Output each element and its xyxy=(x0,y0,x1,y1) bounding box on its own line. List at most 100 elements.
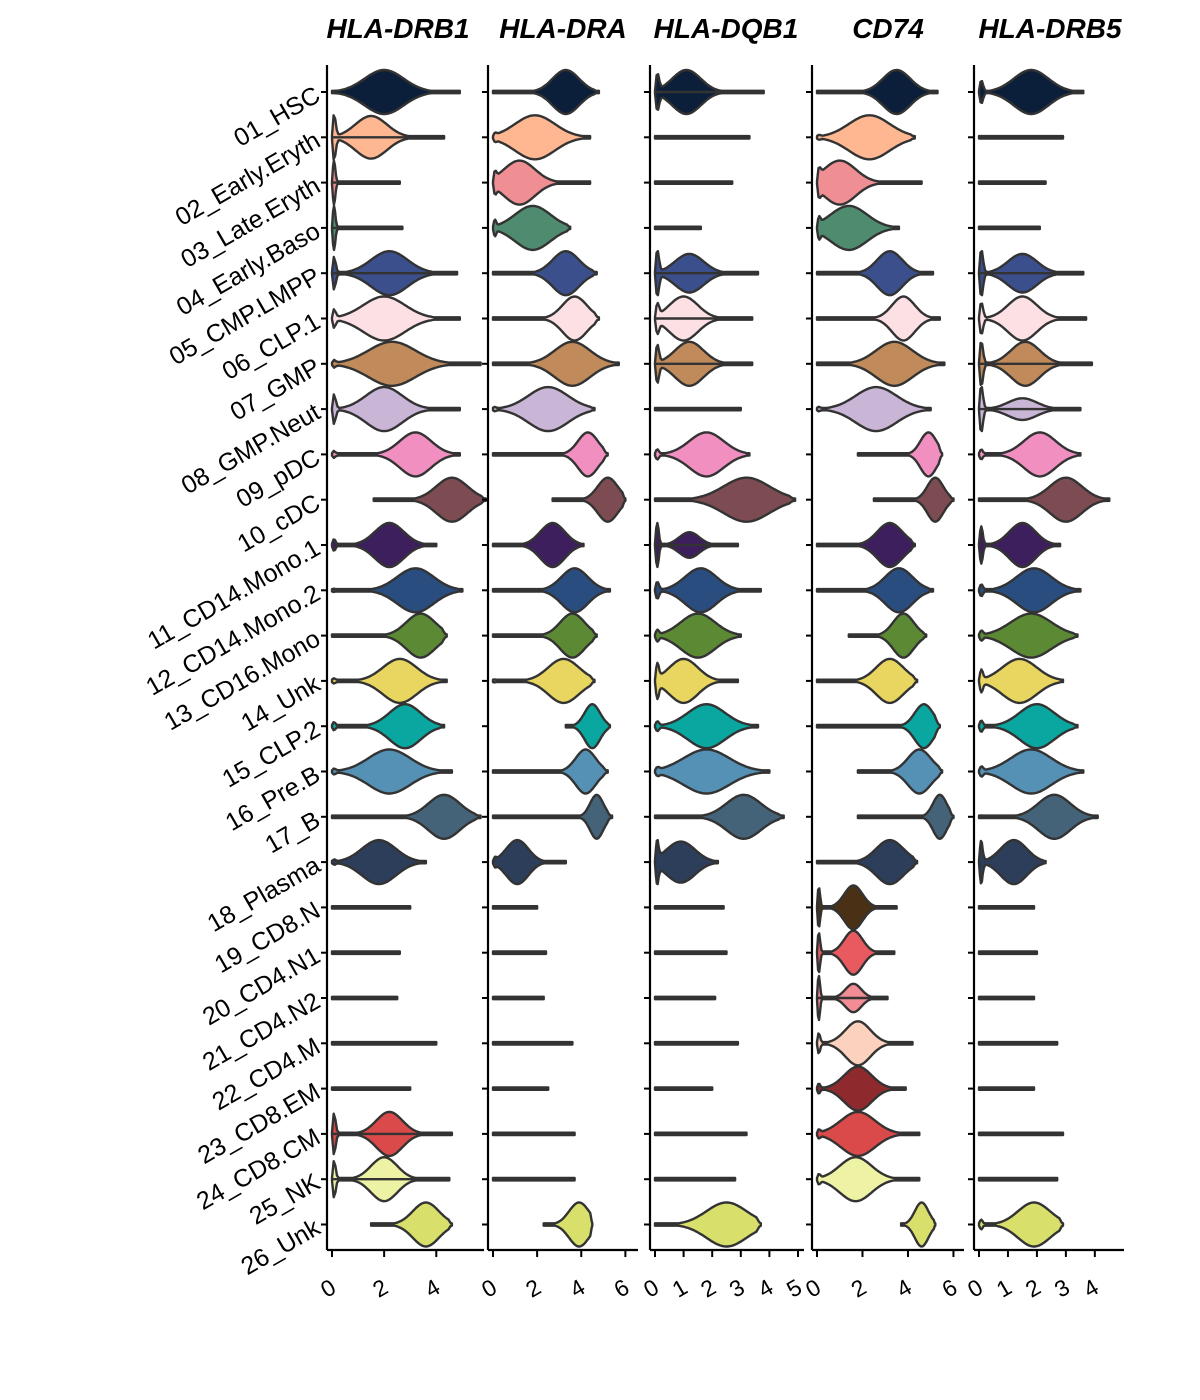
x-tick-label: 0 xyxy=(316,1274,340,1303)
violin-hla-dqb1-02-early-eryth xyxy=(644,134,751,140)
violin-shape xyxy=(815,1156,921,1203)
gene-title-cd74: CD74 xyxy=(852,13,924,44)
violin-shape xyxy=(815,159,923,206)
violin-hla-dqb1-07-gmp xyxy=(644,340,754,387)
violin-cd74-13-cd16-mono xyxy=(806,612,928,659)
violin-shape xyxy=(815,1110,921,1158)
violin-hla-drb1-04-early-baso xyxy=(321,204,404,252)
violin-hla-drb5-11-cd14-mono-1 xyxy=(968,521,1062,569)
violin-shape xyxy=(491,838,567,886)
violin-hla-drb1-01-hsc xyxy=(321,68,461,116)
violin-shape xyxy=(977,476,1111,523)
x-tick-label: 4 xyxy=(420,1274,444,1303)
violin-hla-drb5-09-pdc xyxy=(968,431,1082,478)
violin-cd74-19-cd8-n xyxy=(806,884,898,931)
violin-shape xyxy=(815,929,896,976)
violin-hla-dqb1-21-cd4-n2 xyxy=(644,995,717,1001)
violin-hla-dqb1-11-cd14-mono-1 xyxy=(644,521,740,569)
violin-shape xyxy=(977,1201,1065,1248)
violin-shape xyxy=(847,612,928,659)
violin-cd74-02-early-eryth xyxy=(806,114,916,161)
violin-cd74-22-cd4-m xyxy=(806,1020,914,1067)
violin-hla-dra-17-b xyxy=(482,793,614,840)
x-tick-label: 2 xyxy=(1021,1274,1045,1303)
violin-hla-dra-18-plasma xyxy=(482,838,567,886)
violin-shape xyxy=(815,838,919,886)
x-tick-label: 0 xyxy=(639,1274,663,1303)
violin-shape xyxy=(551,476,627,523)
violin-hla-drb5-04-early-baso xyxy=(968,225,1041,231)
violin-hla-dqb1-18-plasma xyxy=(644,838,720,886)
violin-shape xyxy=(330,68,461,116)
violin-hla-dqb1-10-cdc xyxy=(644,476,797,523)
violin-shape xyxy=(653,612,742,659)
gene-title-hla-dra: HLA-DRA xyxy=(499,13,627,44)
violin-hla-drb5-12-cd14-mono-2 xyxy=(968,567,1082,614)
violin-shape xyxy=(330,748,454,795)
violin-hla-dra-14-unk xyxy=(482,657,596,705)
violin-hla-dra-07-gmp xyxy=(482,340,620,387)
violin-hla-drb5-26-unk xyxy=(968,1201,1065,1248)
violin-hla-drb1-17-b xyxy=(321,793,482,840)
violin-cd74-25-nk xyxy=(806,1156,921,1203)
x-tick-label: 0 xyxy=(963,1274,987,1303)
violin-shape xyxy=(815,295,941,342)
x-tick-label: 5 xyxy=(782,1274,806,1303)
violin-shape xyxy=(977,838,1047,886)
violin-hla-drb5-22-cd4-m xyxy=(968,1040,1059,1046)
gene-titles: HLA-DRB1 HLA-DRA HLA-DQB1 CD74 HLA-DRB5 xyxy=(326,13,1122,44)
violin-shape xyxy=(815,1065,907,1112)
violin-shape xyxy=(977,703,1079,750)
violin-hla-dra-23-cd8-em xyxy=(482,1086,550,1091)
violin-shape xyxy=(872,476,955,523)
x-tick-label: 2 xyxy=(521,1274,545,1303)
violin-hla-drb5-05-cmp-lmpp xyxy=(968,250,1085,297)
violin-cd74-05-cmp-lmpp xyxy=(806,250,935,297)
violin-shape xyxy=(491,657,596,705)
violin-shape xyxy=(491,567,612,614)
violin-cd74-15-clp-2 xyxy=(806,703,941,750)
violin-hla-dra-01-hsc xyxy=(482,68,601,116)
violin-hla-drb5-25-nk xyxy=(968,1176,1059,1182)
violin-cd74-16-pre-b xyxy=(806,748,944,795)
gene-title-hla-dqb1: HLA-DQB1 xyxy=(654,13,799,44)
violin-cd74-08-gmp-neut xyxy=(806,385,932,433)
gene-title-hla-drb5: HLA-DRB5 xyxy=(978,13,1122,44)
violin-hla-dqb1-19-cd8-n xyxy=(644,905,725,910)
violin-shape xyxy=(815,250,935,297)
x-tick-label: 3 xyxy=(1050,1274,1074,1303)
violin-shape xyxy=(977,567,1082,614)
violin-hla-dra-04-early-baso xyxy=(482,204,572,252)
x-tick-label: 6 xyxy=(609,1274,633,1303)
violin-hla-drb1-07-gmp xyxy=(321,340,482,387)
violin-shape xyxy=(899,1201,937,1248)
violin-shape xyxy=(977,521,1062,569)
x-tick-label: 4 xyxy=(565,1274,589,1303)
violin-hla-dra-24-cd8-cm xyxy=(482,1131,576,1137)
violin-hla-drb1-06-clp-1 xyxy=(321,295,461,342)
violin-shape xyxy=(815,567,935,614)
violin-shape xyxy=(330,838,428,886)
violin-shape xyxy=(856,748,944,795)
violin-hla-drb1-22-cd4-m xyxy=(321,1040,438,1046)
violin-shape xyxy=(330,703,446,750)
violin-shape xyxy=(542,1201,594,1248)
violin-shape xyxy=(491,68,601,116)
violin-cd74-14-unk xyxy=(806,657,919,705)
violin-shape xyxy=(330,567,464,614)
violin-hla-drb1-09-pdc xyxy=(321,431,461,478)
violin-hla-drb1-23-cd8-em xyxy=(321,1086,412,1091)
violin-shape xyxy=(815,521,916,569)
row-label-26-unk: 26_Unk xyxy=(236,1213,325,1281)
violin-hla-drb1-02-early-eryth xyxy=(321,114,446,161)
violin-shape xyxy=(330,385,461,433)
x-tick-label: 2 xyxy=(696,1274,720,1303)
violin-cd74-18-plasma xyxy=(806,838,919,886)
violin-hla-dqb1-15-clp-2 xyxy=(644,703,760,750)
violin-shape xyxy=(330,340,482,387)
violin-shape xyxy=(564,703,612,750)
violin-shape xyxy=(815,703,941,750)
violin-panels: 0 2 4 0 2 4 6 0 1 2 3 4 50 2 4 6 0 1 2 3 4 xyxy=(316,65,1124,1303)
